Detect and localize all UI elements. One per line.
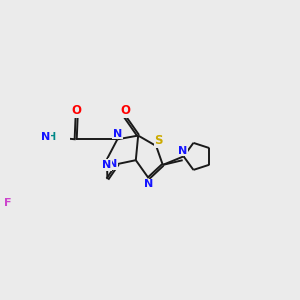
Text: O: O	[72, 104, 82, 117]
Text: H: H	[47, 133, 55, 142]
Text: N: N	[41, 133, 50, 142]
Text: N: N	[113, 129, 122, 139]
Text: S: S	[154, 134, 163, 147]
Text: N: N	[178, 146, 187, 156]
Text: O: O	[120, 104, 130, 117]
Text: N: N	[109, 159, 118, 169]
Text: N: N	[144, 179, 153, 189]
Text: N: N	[102, 160, 112, 170]
Text: F: F	[4, 198, 12, 208]
